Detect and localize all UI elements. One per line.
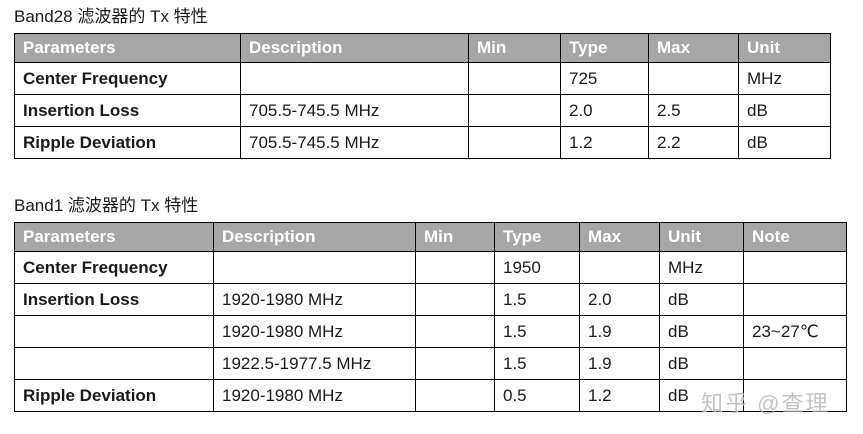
value-cell xyxy=(743,347,847,380)
value-cell: dB xyxy=(659,379,744,412)
value-cell xyxy=(743,379,847,412)
value-cell xyxy=(468,62,561,95)
value-cell: 2.2 xyxy=(648,126,739,159)
column-header-max: Max xyxy=(648,33,739,63)
value-cell: MHz xyxy=(738,62,831,95)
column-header-parameters: Parameters xyxy=(14,33,241,63)
parameter-cell: Insertion Loss xyxy=(14,94,241,127)
value-cell: 2.0 xyxy=(579,283,660,316)
header-row: Parameters Description Min Type Max Unit xyxy=(14,33,831,63)
value-cell: 1.9 xyxy=(579,315,660,348)
parameter-cell: Center Frequency xyxy=(14,62,241,95)
value-cell: 1.2 xyxy=(579,379,660,412)
table-row: Insertion Loss 705.5-745.5 MHz 2.0 2.5 dB xyxy=(14,94,831,127)
value-cell xyxy=(240,62,469,95)
column-header-type: Type xyxy=(494,222,580,252)
column-header-type: Type xyxy=(560,33,649,63)
parameter-cell: Center Frequency xyxy=(14,251,214,284)
value-cell xyxy=(415,347,495,380)
table-row: Center Frequency 725 MHz xyxy=(14,62,831,95)
band28-table-header: Parameters Description Min Type Max Unit xyxy=(14,33,831,63)
value-cell xyxy=(579,251,660,284)
value-cell: 1920-1980 MHz xyxy=(213,379,416,412)
parameter-cell: Ripple Deviation xyxy=(14,379,214,412)
value-cell xyxy=(743,251,847,284)
value-cell xyxy=(415,251,495,284)
value-cell xyxy=(415,283,495,316)
value-cell: dB xyxy=(659,315,744,348)
band1-table-body: Center Frequency 1950 MHz Insertion Loss 192… xyxy=(14,251,847,412)
value-cell: 1920-1980 MHz xyxy=(213,283,416,316)
column-header-description: Description xyxy=(213,222,416,252)
column-header-min: Min xyxy=(468,33,561,63)
column-header-note: Note xyxy=(743,222,847,252)
band1-table-title: Band1 滤波器的 Tx 特性 xyxy=(14,196,199,215)
value-cell: 1950 xyxy=(494,251,580,284)
value-cell xyxy=(468,126,561,159)
parameter-cell: Insertion Loss xyxy=(14,283,214,316)
value-cell xyxy=(743,283,847,316)
value-cell xyxy=(415,315,495,348)
value-cell: 1.2 xyxy=(560,126,649,159)
value-cell: 1.5 xyxy=(494,315,580,348)
value-cell xyxy=(213,251,416,284)
value-cell: dB xyxy=(738,126,831,159)
value-cell: 0.5 xyxy=(494,379,580,412)
column-header-min: Min xyxy=(415,222,495,252)
band28-table-body: Center Frequency 725 MHz Insertion Loss 705.… xyxy=(14,62,831,159)
parameter-cell xyxy=(14,347,214,380)
value-cell: dB xyxy=(659,283,744,316)
value-cell: 2.0 xyxy=(560,94,649,127)
value-cell: MHz xyxy=(659,251,744,284)
band28-table-title: Band28 滤波器的 Tx 特性 xyxy=(14,7,208,26)
value-cell xyxy=(415,379,495,412)
table-row: 1920-1980 MHz 1.5 1.9 dB 23~27℃ xyxy=(14,315,847,348)
header-row: Parameters Description Min Type Max Unit Note xyxy=(14,222,847,252)
band28-tx-table: Parameters Description Min Type Max Unit Cent… xyxy=(14,33,831,159)
value-cell xyxy=(648,62,739,95)
column-header-unit: Unit xyxy=(659,222,744,252)
table-row: 1922.5-1977.5 MHz 1.5 1.9 dB xyxy=(14,347,847,380)
value-cell: 2.5 xyxy=(648,94,739,127)
value-cell: dB xyxy=(659,347,744,380)
value-cell: 23~27℃ xyxy=(743,315,847,348)
column-header-parameters: Parameters xyxy=(14,222,214,252)
value-cell: 1.9 xyxy=(579,347,660,380)
value-cell: dB xyxy=(738,94,831,127)
value-cell: 1.5 xyxy=(494,347,580,380)
table-row: Center Frequency 1950 MHz xyxy=(14,251,847,284)
value-cell xyxy=(468,94,561,127)
column-header-description: Description xyxy=(240,33,469,63)
band1-tx-table: Parameters Description Min Type Max Unit Note … xyxy=(14,222,847,412)
value-cell: 705.5-745.5 MHz xyxy=(240,126,469,159)
value-cell: 1922.5-1977.5 MHz xyxy=(213,347,416,380)
parameter-cell: Ripple Deviation xyxy=(14,126,241,159)
column-header-unit: Unit xyxy=(738,33,831,63)
value-cell: 1920-1980 MHz xyxy=(213,315,416,348)
table-row: Insertion Loss 1920-1980 MHz 1.5 2.0 dB xyxy=(14,283,847,316)
value-cell: 725 xyxy=(560,62,649,95)
value-cell: 1.5 xyxy=(494,283,580,316)
table-row: Ripple Deviation 705.5-745.5 MHz 1.2 2.2 dB xyxy=(14,126,831,159)
column-header-max: Max xyxy=(579,222,660,252)
band1-table-header: Parameters Description Min Type Max Unit Note xyxy=(14,222,847,252)
parameter-cell xyxy=(14,315,214,348)
value-cell: 705.5-745.5 MHz xyxy=(240,94,469,127)
table-row: Ripple Deviation 1920-1980 MHz 0.5 1.2 dB xyxy=(14,379,847,412)
